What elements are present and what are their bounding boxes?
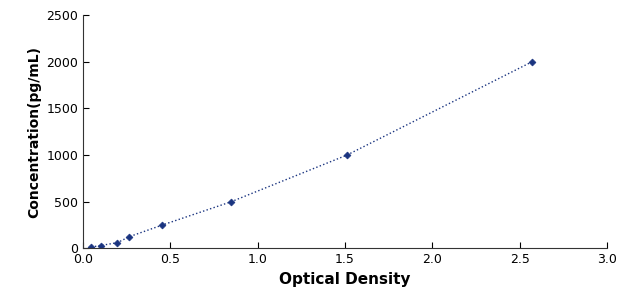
Y-axis label: Concentration(pg/mL): Concentration(pg/mL) — [27, 46, 41, 218]
X-axis label: Optical Density: Optical Density — [279, 272, 411, 287]
